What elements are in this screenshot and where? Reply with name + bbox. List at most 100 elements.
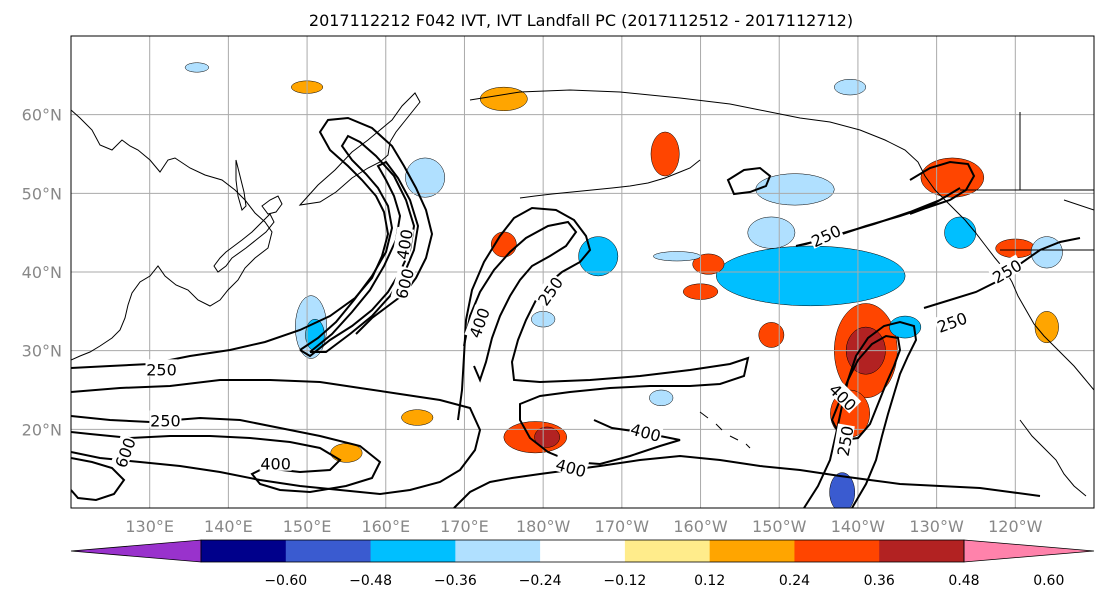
latitude-labels: 20°N 30°N 40°N 50°N 60°N [22,106,62,440]
lon-label-230: 130°W [909,517,964,536]
ivt-contour-label-bg [390,265,416,301]
colorbar-tick-5: 0.12 [694,573,725,589]
coastline-baja [1019,419,1087,497]
colorbar-tick-1: −0.48 [349,573,392,589]
ivt-contour-label-bg [149,410,182,428]
ivt-contour-600-west [309,160,420,353]
ivt-contour-label-bg [933,307,970,335]
lon-label-170: 170°E [440,517,489,536]
ivt-contour-label-bg [832,423,855,458]
map-frame [70,35,1095,509]
ivt-contour-label-8: 400 [628,418,664,446]
colorbar-tick-2: −0.36 [434,573,477,589]
lon-label-130: 130°E [125,517,174,536]
lat-label-40: 40°N [22,263,62,282]
colorbar-tick-8: 0.48 [948,573,979,589]
colorbar-tick-9: 0.60 [1033,573,1064,589]
coastline-asia [71,109,273,361]
ivt-contour-label-bg [553,453,589,479]
pc-anomaly-patch-24 [653,251,701,262]
ivt-contour-landfall-inner [830,334,902,442]
colorbar-tick-7: 0.36 [864,573,895,589]
colorbar-segment-7 [709,540,795,562]
ivt-contour-label-bg [464,304,492,341]
lon-label-190: 170°W [595,517,650,536]
pc-anomaly-patch-32 [401,409,434,426]
pc-anomaly-patch-26 [479,86,528,111]
pc-anomaly-patch-35 [184,62,209,73]
coastlines [71,89,1094,497]
ivt-contour-label-bg [145,359,178,377]
lon-label-140: 140°E [204,517,253,536]
pc-anomaly-patch-9 [920,157,985,198]
colorbar-tick-4: −0.12 [603,573,646,589]
coastline-japan-hokkaido [261,195,283,215]
border-us-canada [960,112,1094,251]
ivt-contour-label-text: 400 [260,455,291,474]
ivt-contour-label-text: 250 [150,411,181,430]
lon-label-210: 150°W [752,517,807,536]
ivt-contour-ne-loop [909,160,976,215]
lat-label-20: 20°N [22,420,62,439]
lat-label-60: 60°N [22,106,62,125]
coastline-hawaii [699,411,751,449]
lon-label-160: 160°E [361,517,410,536]
pc-anomaly-patch-27 [834,79,867,96]
pc-anomaly-patch-14 [650,131,680,177]
ivt-contour-gulf-alaska [726,166,772,196]
ivt-contour-label-bg [259,453,292,471]
ivt-contour-250-lower [71,415,382,494]
colorbar-segment-6 [624,540,711,562]
colorbar-segment-8 [794,540,880,562]
colorbar-segment-3 [370,540,456,562]
lon-label-220: 140°W [831,517,886,536]
ivt-contour-label-bg [988,254,1025,286]
figure-title: 2017112212 F042 IVT, IVT Landfall PC (20… [309,11,853,30]
ivt-contour-label-bg [532,272,566,309]
graticule [71,36,1094,508]
ivt-contour-label-bg [391,226,415,262]
ivt-contour-label-bg [807,219,844,249]
colorbar-extend-max [963,539,1095,563]
ivt-contour-600-sw [71,457,126,502]
pc-anomaly-patch-31 [1034,311,1059,344]
ivt-contour-central-400 [463,220,578,383]
ivt-contour-label-4: 400 [391,226,417,262]
pc-anomaly-patch-17 [755,173,835,206]
ivt-contour-label-9: 400 [553,453,589,481]
ivt-contour-label-1: 250 [149,410,182,430]
ivt-contour-label-bg [628,418,664,444]
colorbar-outline [200,539,965,563]
colorbar-tick-0: −0.60 [264,573,307,589]
ivt-contour-label-bg [826,378,862,414]
lon-label-240: 120°W [988,517,1043,536]
lon-label-180: 180°W [516,517,571,536]
colorbar-segment-5 [540,540,626,562]
ivt-contours [71,116,1081,508]
colorbar-segment-4 [455,540,541,562]
coastline-sakhalin [235,159,247,211]
ivt-contour-label-0: 250 [145,359,178,379]
coastline-aleutians [519,159,701,199]
ivt-contour-400-west [299,134,416,358]
pc-anomaly-patch-30 [889,315,922,339]
pc-anomaly-patch-21 [829,472,856,508]
colorbar-tick-6: 0.24 [779,573,810,589]
pc-anomaly-patch-34 [649,389,674,406]
colorbar-segment-1 [201,540,287,562]
ivt-contour-250-subtropical [71,379,482,496]
colorbar-segment-9 [879,540,965,562]
lat-label-50: 50°N [22,184,62,203]
coastline-japan-honshu [213,213,275,273]
pc-anomaly-patch-2 [716,245,906,307]
lon-label-200: 160°W [673,517,728,536]
coastline-kamchatka [298,92,421,206]
colorbar [70,539,1095,563]
colorbar-tick-3: −0.24 [519,573,562,589]
pc-anomaly-patch-28 [944,216,977,249]
longitude-labels: 130°E 140°E 150°E 160°E 170°E 180°W 170°W 160°W… [125,517,1042,536]
lat-label-30: 30°N [22,342,62,361]
colorbar-segment-2 [285,540,372,562]
coastline-alaska [469,89,1094,391]
